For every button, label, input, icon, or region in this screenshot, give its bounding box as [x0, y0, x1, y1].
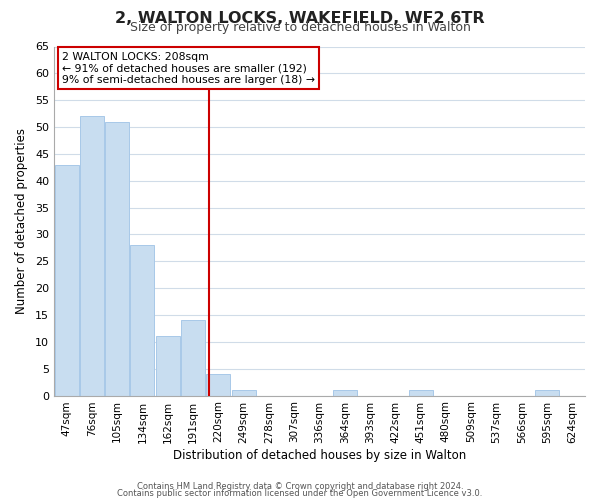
- Bar: [181, 320, 205, 396]
- Y-axis label: Number of detached properties: Number of detached properties: [15, 128, 28, 314]
- Bar: [80, 116, 104, 396]
- Bar: [535, 390, 559, 396]
- Text: 2, WALTON LOCKS, WAKEFIELD, WF2 6TR: 2, WALTON LOCKS, WAKEFIELD, WF2 6TR: [115, 11, 485, 26]
- Bar: [206, 374, 230, 396]
- Bar: [55, 164, 79, 396]
- Text: 2 WALTON LOCKS: 208sqm
← 91% of detached houses are smaller (192)
9% of semi-det: 2 WALTON LOCKS: 208sqm ← 91% of detached…: [62, 52, 315, 85]
- Text: Contains public sector information licensed under the Open Government Licence v3: Contains public sector information licen…: [118, 489, 482, 498]
- Bar: [130, 245, 154, 396]
- X-axis label: Distribution of detached houses by size in Walton: Distribution of detached houses by size …: [173, 450, 466, 462]
- Bar: [409, 390, 433, 396]
- Bar: [105, 122, 129, 396]
- Text: Size of property relative to detached houses in Walton: Size of property relative to detached ho…: [130, 22, 470, 35]
- Text: Contains HM Land Registry data © Crown copyright and database right 2024.: Contains HM Land Registry data © Crown c…: [137, 482, 463, 491]
- Bar: [156, 336, 180, 396]
- Bar: [333, 390, 357, 396]
- Bar: [232, 390, 256, 396]
